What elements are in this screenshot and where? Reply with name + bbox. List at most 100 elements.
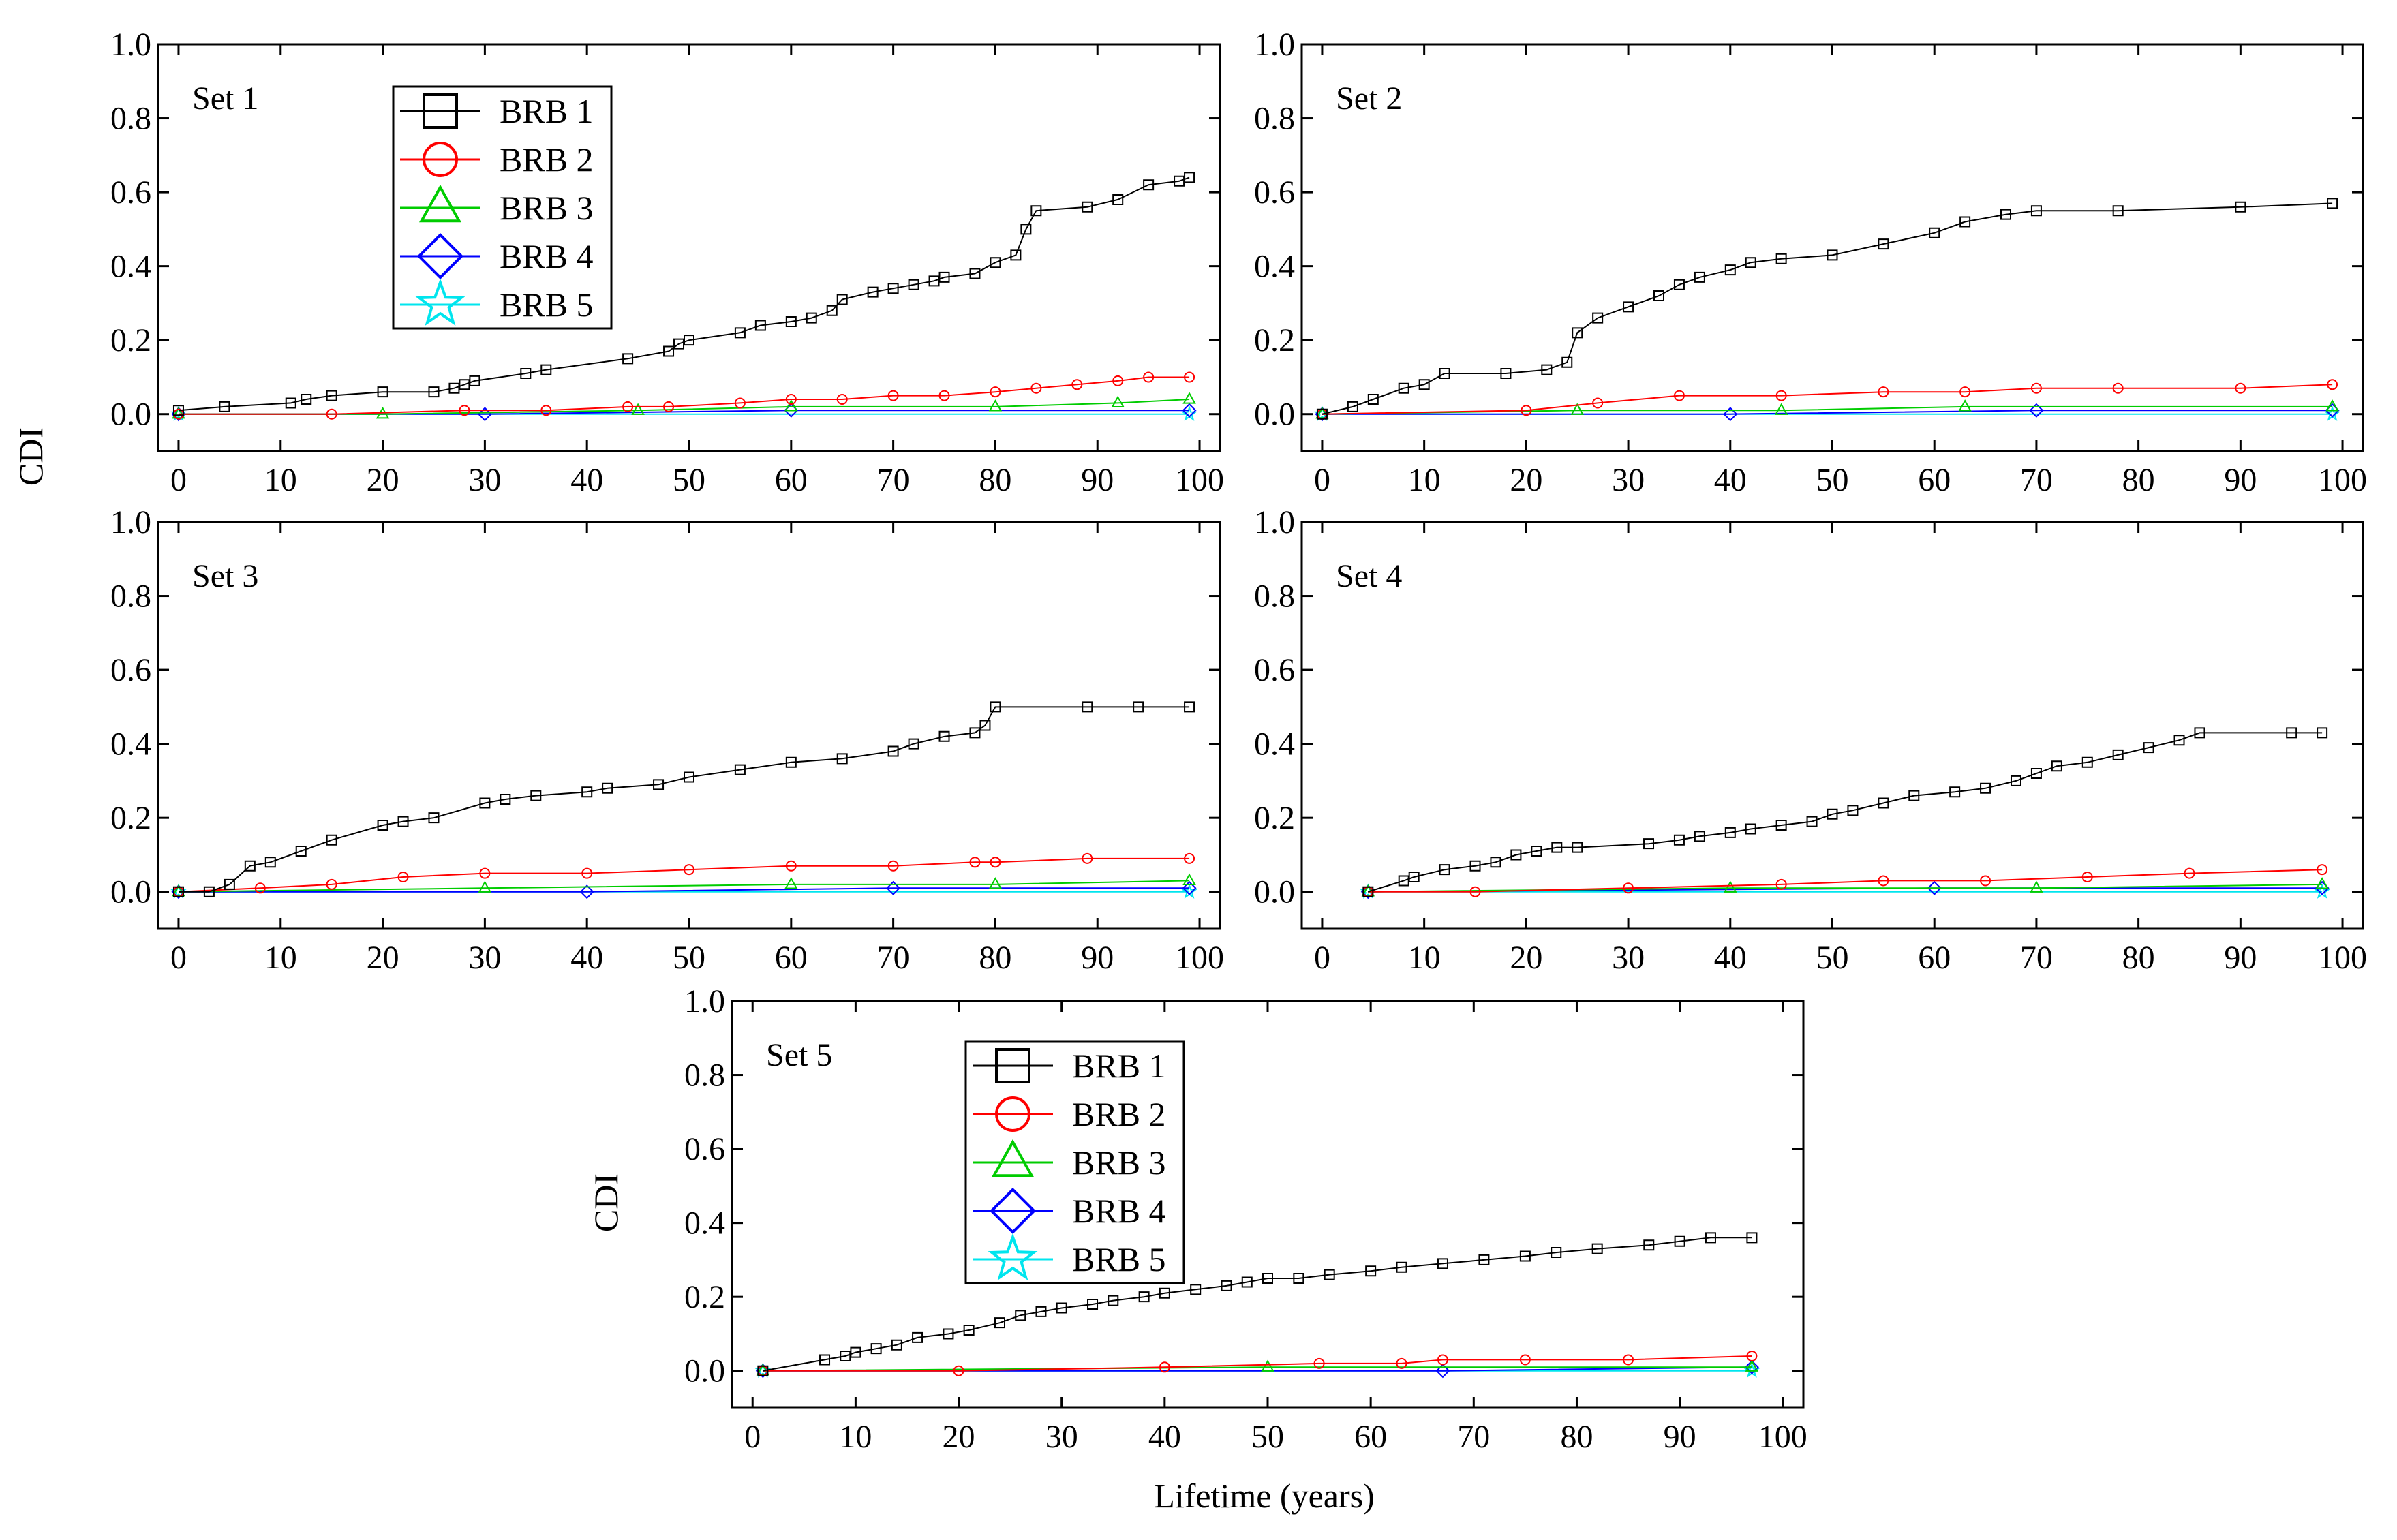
set-5-x-tick-label: 30 bbox=[1045, 1419, 1078, 1455]
set-4-brb-1-point bbox=[2194, 727, 2205, 739]
set-3-y-tick-label: 1.0 bbox=[110, 504, 151, 540]
set-3-brb-2-point bbox=[1184, 852, 1195, 864]
set-5-brb-3-point bbox=[1745, 1359, 1759, 1372]
set-2-brb-2-point bbox=[1521, 405, 1532, 416]
set-3-brb-1-point bbox=[1082, 701, 1093, 713]
set-1-brb-3-point bbox=[1182, 392, 1196, 404]
set-1-brb-2-point bbox=[734, 397, 746, 409]
set-3-brb-1-point bbox=[684, 771, 694, 783]
set-5-y-tick-label: 0.0 bbox=[684, 1353, 725, 1389]
set-2-brb-1-point bbox=[1398, 382, 1409, 394]
set-1-brb-2-line bbox=[179, 376, 1190, 415]
set-4-y-tick-label: 0.8 bbox=[1254, 579, 1295, 615]
set-5-brb-4-point bbox=[1435, 1364, 1450, 1379]
set-3-brb-2-point bbox=[479, 867, 491, 879]
set-3-x-tick-label: 100 bbox=[1175, 940, 1224, 976]
set-4-y-tick-label: 0.6 bbox=[1254, 652, 1295, 688]
set-1-brb-2-point bbox=[887, 390, 899, 401]
set-2-brb-2-point bbox=[1592, 397, 1604, 409]
set-1-series-brb-2 bbox=[172, 371, 1195, 420]
set-4-brb-1-point bbox=[1847, 805, 1859, 816]
set-1-brb-2-point bbox=[1143, 371, 1155, 383]
set-2-plot-frame bbox=[1300, 43, 2364, 452]
set-2-brb-3-point bbox=[1958, 399, 1972, 412]
set-1-x-tick-label: 60 bbox=[775, 462, 808, 498]
set-2-series-brb-1 bbox=[1316, 198, 2338, 420]
set-5-x-tick-label: 60 bbox=[1354, 1419, 1387, 1455]
set-3-brb-3-point bbox=[988, 877, 1003, 889]
set-5-brb-1-point bbox=[1293, 1273, 1304, 1284]
set-2-x-tick-label: 20 bbox=[1510, 462, 1542, 498]
set-4-brb-1-point bbox=[1724, 827, 1736, 838]
set-3-brb-4-point bbox=[1182, 880, 1197, 895]
set-1-brb-2-point bbox=[1184, 371, 1195, 383]
set-1-brb-1-point bbox=[734, 327, 746, 339]
set-3-brb-3-point bbox=[1182, 873, 1196, 886]
set-1-brb-2-point bbox=[785, 394, 797, 405]
set-2-x-tick-label: 100 bbox=[2318, 462, 2367, 498]
set-1-brb-1-point bbox=[684, 335, 694, 346]
set-2-brb-1-point bbox=[2327, 198, 2338, 209]
set-5-legend-marker-brb-2 bbox=[995, 1096, 1030, 1132]
set-4-brb-1-point bbox=[1551, 842, 1563, 853]
set-2-brb-1-point bbox=[1653, 290, 1664, 302]
set-5-brb-1-point bbox=[840, 1351, 851, 1362]
set-4-y-tick-label: 1.0 bbox=[1254, 504, 1295, 540]
set-3-brb-4-point bbox=[579, 884, 594, 899]
set-5-title: Set 5 bbox=[766, 1037, 832, 1073]
set-5-x-tick-label: 100 bbox=[1758, 1419, 1807, 1455]
set-5-brb-1-point bbox=[1396, 1261, 1407, 1273]
set-4-brb-1-point bbox=[2030, 768, 2042, 780]
set-3-brb-1-point bbox=[203, 886, 215, 897]
set-5-y-tick-label: 1.0 bbox=[684, 983, 725, 1019]
set-4-brb-1-point bbox=[1806, 816, 1818, 827]
set-5-brb-1-point bbox=[1221, 1280, 1232, 1291]
set-4-series-brb-2 bbox=[1362, 864, 2328, 897]
set-4-brb-2-point bbox=[1469, 886, 1481, 897]
set-2-brb-1-point bbox=[1959, 216, 1971, 228]
set-1-x-tick-label: 20 bbox=[367, 462, 399, 498]
set-2-brb-1-point bbox=[1347, 401, 1358, 412]
set-1-y-tick-label: 0.6 bbox=[110, 174, 151, 211]
set-5-brb-1-point bbox=[1365, 1265, 1377, 1277]
set-2-y-tick-label: 0.2 bbox=[1254, 322, 1295, 358]
set-3-title: Set 3 bbox=[192, 558, 258, 594]
set-4-brb-1-point bbox=[2112, 749, 2124, 760]
set-3-x-tick-label: 90 bbox=[1081, 940, 1114, 976]
set-1-x-tick-label: 100 bbox=[1175, 462, 1224, 498]
set-4-brb-1-point bbox=[2051, 760, 2062, 772]
set-5-brb-2-point bbox=[1159, 1361, 1170, 1373]
set-5-brb-1-point bbox=[994, 1317, 1005, 1329]
set-3-brb-1-point bbox=[264, 857, 276, 868]
set-3-brb-3-point bbox=[784, 877, 798, 889]
set-1-brb-1-point bbox=[969, 268, 981, 279]
set-2-brb-1-point bbox=[1592, 312, 1604, 324]
set-5-y-axis-label: CDI bbox=[587, 1173, 625, 1232]
set-2-brb-1-point bbox=[1929, 227, 1940, 238]
set-3-x-tick-label: 50 bbox=[673, 940, 705, 976]
set-2-x-tick-label: 90 bbox=[2224, 462, 2257, 498]
set-5-x-tick-label: 0 bbox=[744, 1419, 761, 1455]
set-5-legend-marker-brb-5 bbox=[988, 1233, 1038, 1280]
set-1-brb-4-point bbox=[1182, 403, 1197, 418]
set-4-brb-1-point bbox=[1643, 838, 1655, 850]
set-1-brb-1-point bbox=[469, 375, 480, 386]
set-3-panel: 0 10 20 30 40 50 60 70 80 90 100 0.0 0.2 0.4 0.6 0.8 1.0… bbox=[110, 504, 1224, 976]
set-5-legend-marker-brb-4 bbox=[989, 1187, 1037, 1235]
set-4-x-tick-label: 10 bbox=[1408, 940, 1441, 976]
set-5-brb-1-point bbox=[1087, 1299, 1099, 1310]
set-4-brb-1-point bbox=[2081, 756, 2093, 768]
set-4-brb-1-point bbox=[2286, 727, 2297, 739]
set-5-brb-1-point bbox=[1643, 1239, 1655, 1251]
set-3-brb-2-line bbox=[178, 857, 1190, 893]
set-5-brb-1-point bbox=[1437, 1258, 1448, 1269]
set-5-brb-2-point bbox=[1437, 1354, 1448, 1366]
set-4-brb-1-point bbox=[1510, 849, 1522, 861]
set-2-x-tick-label: 0 bbox=[1314, 462, 1330, 498]
set-1-brb-3-line bbox=[179, 399, 1190, 415]
set-2-x-tick-label: 10 bbox=[1408, 462, 1441, 498]
set-1-brb-1-point bbox=[622, 353, 634, 365]
set-2-brb-4-point bbox=[1723, 407, 1738, 422]
set-4-title: Set 4 bbox=[1336, 558, 1402, 594]
set-1-brb-1-point bbox=[754, 320, 766, 331]
